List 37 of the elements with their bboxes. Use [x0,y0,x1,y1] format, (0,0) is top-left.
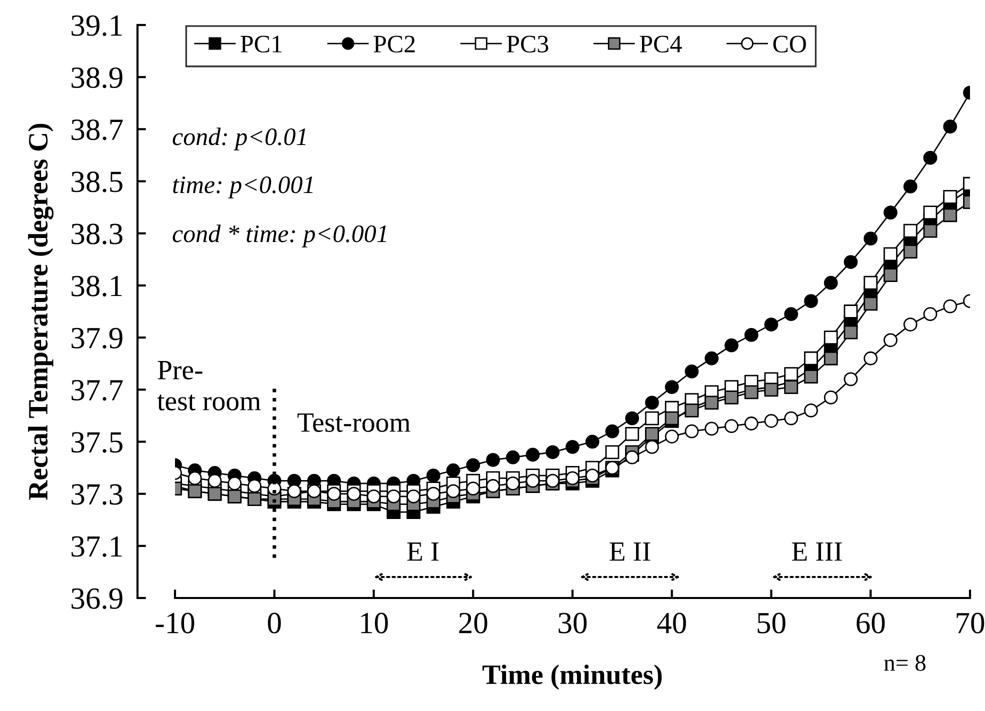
x-tick-label: 50 [758,612,786,634]
y-tick-label: 39.1 [72,15,122,36]
x-tick-label: 40 [657,612,686,634]
x-axis-title: Time (minutes) [482,664,662,690]
y-tick-label: 37.3 [72,484,122,505]
annotation: Test-room [298,413,410,432]
annotation: E II [610,542,650,561]
legend-label: PC2 [374,36,415,53]
legend-label: PC3 [506,36,548,53]
annotation: E I [407,542,439,561]
y-tick-label: 38.1 [72,276,122,296]
x-tick-label: 0 [268,612,281,634]
annotation: cond: p<0.01 [172,128,306,150]
y-tick-label: 38.3 [72,224,122,244]
x-tick-label: 60 [856,612,885,634]
annotation: time: p<0.001 [173,176,313,198]
y-tick-label: 37.7 [72,380,123,401]
annotation: cond * time: p<0.001 [172,224,386,248]
y-tick-label: 36.9 [72,588,122,610]
x-tick-label: 10 [361,612,388,634]
y-tick-label: 38.5 [72,172,122,192]
legend-label: CO [773,36,806,53]
x-tick-label: 70 [956,612,984,634]
y-axis-title: Rectal Temperature (degrees C) [28,124,54,500]
y-tick-label: 38.7 [72,119,123,140]
y-tick-label: 37.5 [72,432,122,453]
y-tick-label: 38.9 [72,67,122,88]
legend-label: PC4 [640,36,682,53]
legend-label: PC1 [240,36,282,53]
y-tick-label: 37.1 [72,536,122,557]
y-tick-label: 37.9 [72,328,122,349]
x-tick-label: 30 [558,612,587,634]
x-tick-label: 20 [459,612,488,634]
x-tick-label: -10 [156,612,194,634]
annotation: E III [792,542,842,561]
text: n= 8 [884,654,926,671]
annotation: Pre- test room [157,361,261,410]
